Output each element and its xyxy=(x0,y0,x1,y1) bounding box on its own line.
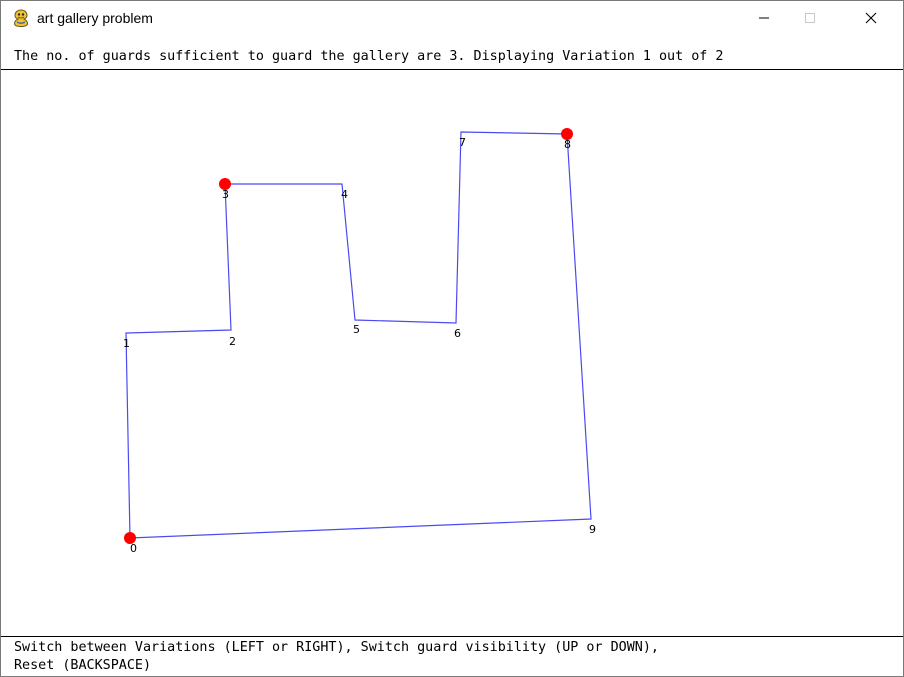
guard-marker-8 xyxy=(561,128,573,140)
vertex-label-0: 0 xyxy=(130,542,137,555)
vertex-label-9: 9 xyxy=(589,523,596,536)
close-icon xyxy=(865,12,877,24)
pygame-snake-icon xyxy=(13,9,29,27)
vertex-label-8: 8 xyxy=(564,138,571,151)
window-title: art gallery problem xyxy=(37,10,153,26)
minimize-button[interactable] xyxy=(741,1,787,35)
vertex-label-4: 4 xyxy=(341,188,348,201)
guard-count-status: The no. of guards sufficient to guard th… xyxy=(14,49,724,64)
controls-help-line-2: Reset (BACKSPACE) xyxy=(14,658,152,673)
guards-layer xyxy=(124,128,573,544)
close-button[interactable] xyxy=(848,1,894,35)
minimize-icon xyxy=(759,17,769,19)
vertex-label-2: 2 xyxy=(229,335,236,348)
vertex-label-7: 7 xyxy=(459,136,466,149)
vertex-label-1: 1 xyxy=(123,337,130,350)
top-divider xyxy=(1,69,903,70)
title-bar[interactable]: art gallery problem xyxy=(1,1,903,37)
gallery-polygon xyxy=(125,131,592,539)
vertex-label-3: 3 xyxy=(222,188,229,201)
vertex-labels-layer: 0 1 2 3 4 5 6 7 8 9 xyxy=(123,136,596,555)
controls-help: Switch between Variations (LEFT or RIGHT… xyxy=(14,639,659,675)
controls-help-line-1: Switch between Variations (LEFT or RIGHT… xyxy=(14,640,659,655)
guard-marker-0 xyxy=(124,532,136,544)
guard-marker-3 xyxy=(219,178,231,190)
bottom-divider xyxy=(1,636,903,637)
vertex-label-5: 5 xyxy=(353,323,360,336)
maximize-icon xyxy=(805,13,815,23)
maximize-button[interactable] xyxy=(787,1,833,35)
vertex-label-6: 6 xyxy=(454,327,461,340)
